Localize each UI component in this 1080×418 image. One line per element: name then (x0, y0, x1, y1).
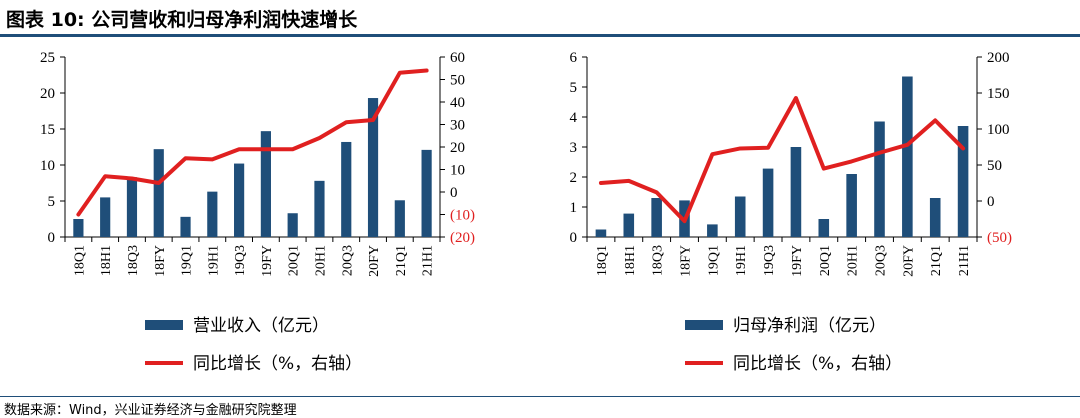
bar (260, 131, 271, 237)
legend-swatch-bar (685, 320, 723, 330)
y-right-tick-label: (50) (987, 230, 1012, 246)
bar (874, 121, 885, 237)
bar (595, 229, 607, 237)
x-tick-label: 20H1 (313, 245, 328, 276)
x-tick-label: 19H1 (206, 245, 221, 276)
x-tick-label: 18FY (679, 245, 694, 277)
legend-label-line: 同比增长（%，右轴） (193, 354, 362, 374)
y-left-tick-label: 6 (570, 50, 578, 66)
x-tick-label: 19FY (790, 245, 805, 277)
x-tick-label: 19Q1 (706, 245, 721, 276)
y-right-tick-label: 10 (450, 163, 465, 179)
figure-title: 图表 10: 公司营收和归母净利润快速增长 (6, 9, 358, 31)
bar (287, 213, 298, 237)
y-left-tick-label: 5 (570, 80, 578, 96)
y-right-tick-label: 50 (450, 73, 465, 89)
y-left-tick-label: 2 (570, 170, 578, 186)
x-tick-label: 20H1 (846, 245, 861, 276)
bar (73, 219, 84, 237)
x-tick-label: 21H1 (957, 245, 972, 276)
y-left-tick-label: 4 (570, 110, 578, 126)
bar (790, 147, 802, 237)
x-tick-label: 21Q1 (929, 245, 944, 276)
x-tick-label: 18FY (153, 245, 168, 277)
bar (180, 216, 191, 237)
y-right-tick-label: 0 (450, 185, 458, 201)
legend-label-line: 同比增长（%，右轴） (733, 354, 902, 374)
legend-swatch-bar (145, 320, 183, 330)
bar (762, 168, 774, 237)
bar (929, 198, 941, 237)
x-tick-label: 20FY (901, 245, 916, 277)
y-right-tick-label: 60 (450, 50, 465, 66)
y-right-tick-label: 0 (987, 194, 995, 210)
y-left-tick-label: 3 (570, 140, 578, 156)
figure-header: 图表 10: 公司营收和归母净利润快速增长 (0, 0, 1080, 37)
bar (100, 197, 111, 237)
y-left-tick-label: 20 (40, 86, 55, 102)
bar (314, 180, 325, 237)
bar (153, 149, 164, 237)
y-right-tick-label: (20) (450, 230, 475, 246)
x-tick-label: 18Q3 (126, 245, 141, 276)
y-left-tick-label: 0 (48, 230, 56, 246)
y-left-tick-label: 10 (40, 158, 55, 174)
bar (818, 219, 830, 237)
x-tick-label: 20Q1 (287, 245, 302, 276)
y-right-tick-label: (10) (450, 208, 475, 224)
y-left-tick-label: 5 (48, 194, 56, 210)
bar (623, 213, 635, 237)
y-right-tick-label: 50 (987, 158, 1002, 174)
bar (367, 98, 379, 237)
legend-label-bar: 归母净利润（亿元） (733, 316, 886, 336)
y-right-tick-label: 20 (450, 140, 465, 156)
y-right-tick-label: 100 (987, 122, 1010, 138)
revenue-chart: 0 5 10 15 20 25 (20) (10) 0 10 20 30 40 50 60 18Q1 18H1 1… (40, 50, 475, 374)
x-tick-label: 19Q3 (233, 245, 248, 276)
bar (651, 198, 662, 237)
bar (394, 200, 405, 237)
y-right-tick-label: 150 (987, 86, 1010, 102)
x-tick-label: 19Q3 (762, 245, 777, 276)
source-divider (0, 396, 1080, 397)
x-tick-label: 20Q3 (340, 245, 355, 276)
x-tick-label: 19H1 (734, 245, 749, 276)
y-right-tick-label: 40 (450, 95, 465, 111)
y-right-tick-label: 30 (450, 118, 465, 134)
bar (234, 163, 245, 237)
title-divider (0, 34, 1080, 37)
y-left-tick-label: 15 (40, 122, 55, 138)
source-note: 数据来源：Wind，兴业证券经济与金融研究院整理 (4, 403, 297, 418)
bar (207, 191, 218, 237)
growth-line (76, 68, 429, 217)
x-tick-label: 20FY (367, 245, 382, 277)
bar (341, 141, 352, 237)
x-tick-label: 21H1 (421, 245, 436, 276)
bar (126, 177, 138, 237)
x-tick-label: 19Q1 (180, 245, 195, 276)
x-tick-label: 18H1 (623, 245, 638, 276)
y-right-tick-label: 200 (987, 50, 1010, 66)
bar (957, 126, 969, 237)
x-tick-label: 21Q1 (394, 245, 409, 276)
y-left-tick-label: 25 (40, 50, 55, 66)
bar (902, 76, 913, 237)
x-tick-label: 18Q1 (72, 245, 87, 276)
y-left-tick-label: 0 (570, 230, 578, 246)
x-tick-label: 20Q1 (818, 245, 833, 276)
growth-line (598, 96, 966, 224)
bar (734, 196, 746, 237)
bar (421, 149, 432, 237)
x-tick-label: 18H1 (99, 245, 114, 276)
x-tick-label: 18Q3 (651, 245, 666, 276)
x-tick-label: 18Q1 (595, 245, 610, 276)
x-tick-label: 19FY (260, 245, 275, 277)
x-tick-label: 20Q3 (874, 245, 889, 276)
legend-label-bar: 营业收入（亿元） (193, 316, 329, 336)
net-profit-chart: 0 1 2 3 4 5 6 (50) 0 50 100 150 200 18Q1 18H1 18Q3 18FY 1… (570, 50, 1013, 374)
y-left-tick-label: 1 (570, 200, 578, 216)
bar (846, 174, 857, 237)
bar (707, 224, 718, 237)
